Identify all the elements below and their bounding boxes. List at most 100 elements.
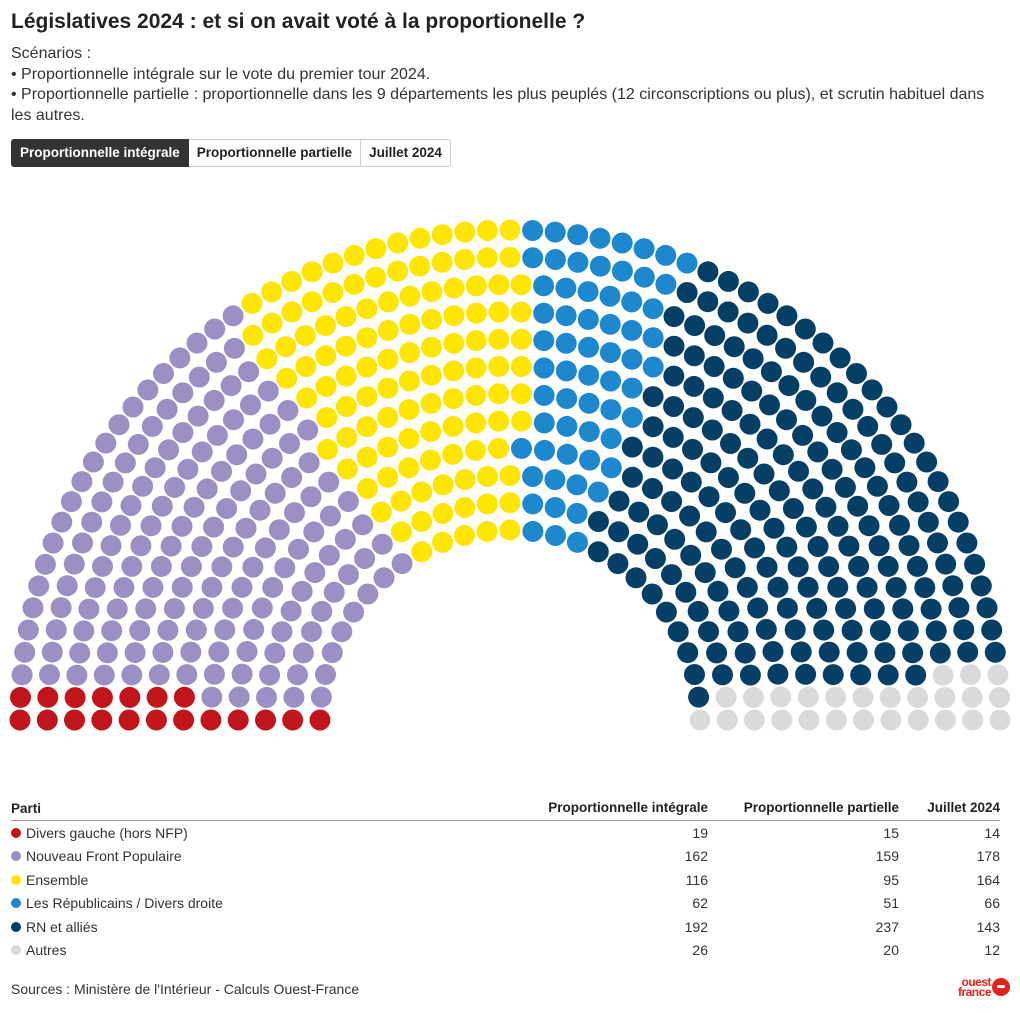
seat-dot — [92, 555, 113, 577]
seat-dot — [916, 451, 938, 473]
seat-dot — [739, 413, 761, 435]
seat-dot — [778, 375, 800, 397]
seat-dot — [236, 641, 258, 662]
seat-dot — [510, 274, 532, 296]
seat-dot — [942, 575, 964, 597]
seat-dot — [544, 221, 566, 243]
seat-dot — [734, 642, 756, 664]
value-juillet: 14 — [984, 824, 1000, 841]
seat-dot — [712, 664, 733, 686]
seat-dot — [907, 709, 929, 731]
tab-proportionnelle-partielle[interactable]: Proportionnelle partielle — [188, 139, 362, 167]
seat-dot — [767, 576, 789, 598]
seat-dot — [488, 274, 510, 296]
seat-dot — [835, 598, 857, 620]
seat-dot — [187, 405, 209, 427]
seat-dot — [825, 709, 847, 731]
seat-dot — [587, 511, 609, 532]
seat-dot — [621, 291, 643, 313]
seat-dot — [715, 686, 737, 708]
seat-dot — [721, 400, 743, 421]
seat-dot — [160, 535, 182, 557]
seat-dot — [226, 444, 248, 466]
seat-dot — [579, 449, 601, 471]
seat-dot — [64, 709, 85, 731]
seat-dot — [826, 422, 848, 443]
seat-dot — [301, 291, 323, 313]
seat-dot — [697, 291, 719, 313]
seat-dot — [510, 328, 532, 350]
seat-dot — [852, 686, 874, 708]
seat-dot — [679, 505, 701, 527]
seat-dot — [335, 335, 357, 357]
seat-dot — [759, 394, 780, 416]
seat-dot — [890, 414, 912, 436]
seat-dot — [214, 619, 236, 641]
seat-dot — [682, 407, 704, 429]
seat-dot — [892, 598, 914, 620]
seat-dot — [682, 438, 703, 460]
seat-dot — [724, 557, 746, 579]
seat-dot — [794, 318, 816, 340]
seat-dot — [231, 576, 253, 598]
seat-dot — [220, 375, 242, 397]
seat-dot — [742, 348, 764, 370]
seat-dot — [907, 491, 929, 513]
seat-dot — [795, 663, 817, 685]
seat-dot — [702, 387, 724, 409]
seat-dot — [858, 515, 880, 537]
seat-dot — [323, 581, 345, 603]
seat-dot — [599, 285, 621, 307]
seat-dot — [465, 439, 486, 461]
seat-dot — [798, 709, 820, 731]
seat-dot — [180, 556, 202, 578]
seat-dot — [148, 664, 170, 686]
seat-dot — [287, 664, 308, 686]
seat-dot — [261, 312, 283, 334]
seat-dot — [284, 502, 305, 524]
seat-dot — [443, 360, 465, 382]
seat-dot — [989, 709, 1011, 731]
seat-dot — [841, 619, 863, 641]
seat-dot — [846, 363, 867, 384]
seat-dot — [114, 452, 136, 474]
seat-dot — [228, 686, 250, 708]
seat-dot — [771, 709, 793, 731]
tab-proportionnelle-integrale[interactable]: Proportionnelle intégrale — [11, 139, 189, 167]
seat-dot — [611, 232, 633, 254]
seat-dot — [387, 232, 409, 254]
seat-dot — [365, 238, 387, 260]
seat-dot — [698, 621, 719, 643]
seat-dot — [259, 664, 281, 686]
seat-dot — [736, 576, 758, 598]
seat-dot — [795, 389, 817, 411]
seat-dot — [409, 255, 431, 277]
seat-dot — [734, 482, 756, 504]
seat-dot — [343, 244, 365, 266]
seat-dot — [152, 641, 174, 663]
seat-dot — [337, 491, 359, 512]
seat-dot — [981, 619, 1003, 641]
seat-dot — [821, 458, 843, 480]
seat-dot — [211, 556, 233, 578]
seat-dot — [743, 686, 764, 708]
seat-dot — [300, 486, 322, 508]
seat-dot — [476, 493, 498, 515]
logo-line-1: ouest — [961, 975, 991, 989]
seat-dot — [319, 505, 341, 527]
seat-dot — [294, 325, 316, 347]
seat-dot — [183, 496, 205, 518]
seat-dot — [156, 398, 178, 420]
seat-dot — [970, 575, 992, 597]
seat-dot — [465, 330, 487, 352]
value-integrale: 19 — [692, 824, 708, 841]
seat-dot — [443, 305, 465, 327]
seat-dot — [961, 686, 983, 708]
value-juillet: 178 — [976, 848, 1000, 865]
seat-dot — [932, 664, 954, 686]
seat-dot — [261, 281, 283, 303]
seat-dot — [680, 544, 702, 566]
tab-juillet-2024[interactable]: Juillet 2024 — [361, 139, 451, 167]
seat-dot — [577, 308, 599, 330]
table-row: Autres 26 20 12 — [11, 939, 1000, 963]
